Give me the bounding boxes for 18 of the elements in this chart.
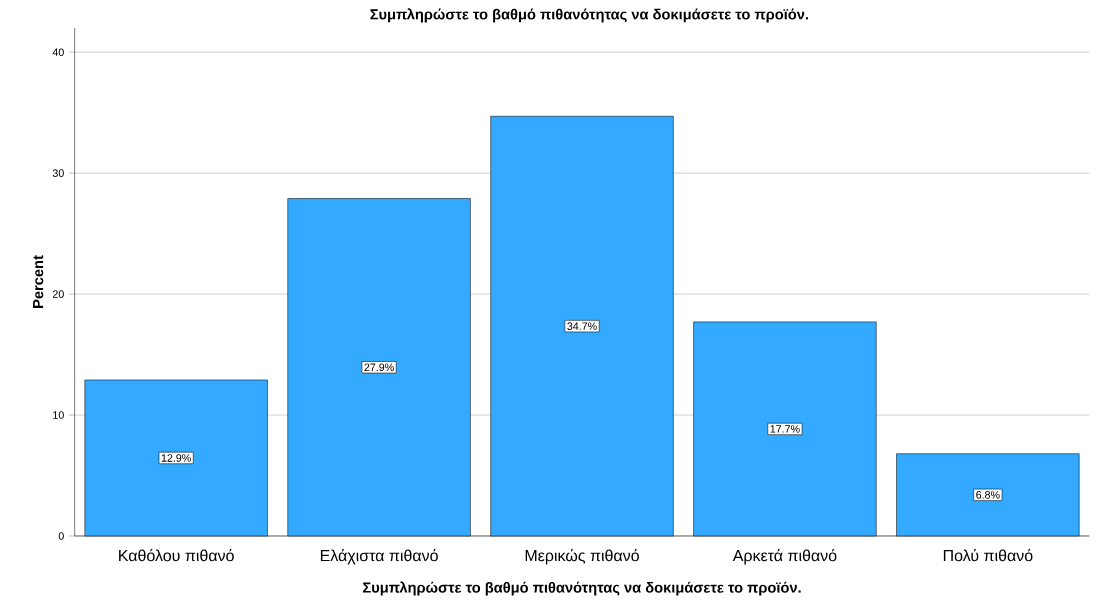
data-label: 27.9% [364, 363, 394, 372]
y-tick-label: 0 [58, 532, 64, 540]
data-label: 34.7% [567, 322, 597, 330]
data-label: 17.7% [770, 425, 800, 433]
x-tick-label: Ελάχιστα πιθανό [320, 549, 438, 565]
y-tick-label: 30 [52, 169, 64, 177]
data-label: 12.9% [161, 454, 191, 462]
x-tick-label: Αρκετά πιθανό [732, 549, 837, 565]
x-tick-label: Μερικώς πιθανό [525, 549, 639, 565]
data-label: 6.8% [976, 491, 1000, 499]
y-tick-label: 20 [52, 290, 64, 298]
y-axis-title: Percent [33, 255, 44, 308]
y-tick-label: 40 [52, 48, 64, 56]
chart-title: Συμπληρώστε το βαθμό πιθανότητας να δοκιμάσετε το προϊόν. [370, 8, 808, 23]
y-tick-label: 10 [53, 411, 64, 419]
x-tick-label: Καθόλου πιθανό [119, 549, 234, 562]
x-tick-label: Πολύ πιθανό [943, 549, 1033, 562]
x-axis-title: Συμπληρώστε το βαθμό πιθανότητας να δοκιμάσετε το προϊόν. [363, 581, 801, 596]
